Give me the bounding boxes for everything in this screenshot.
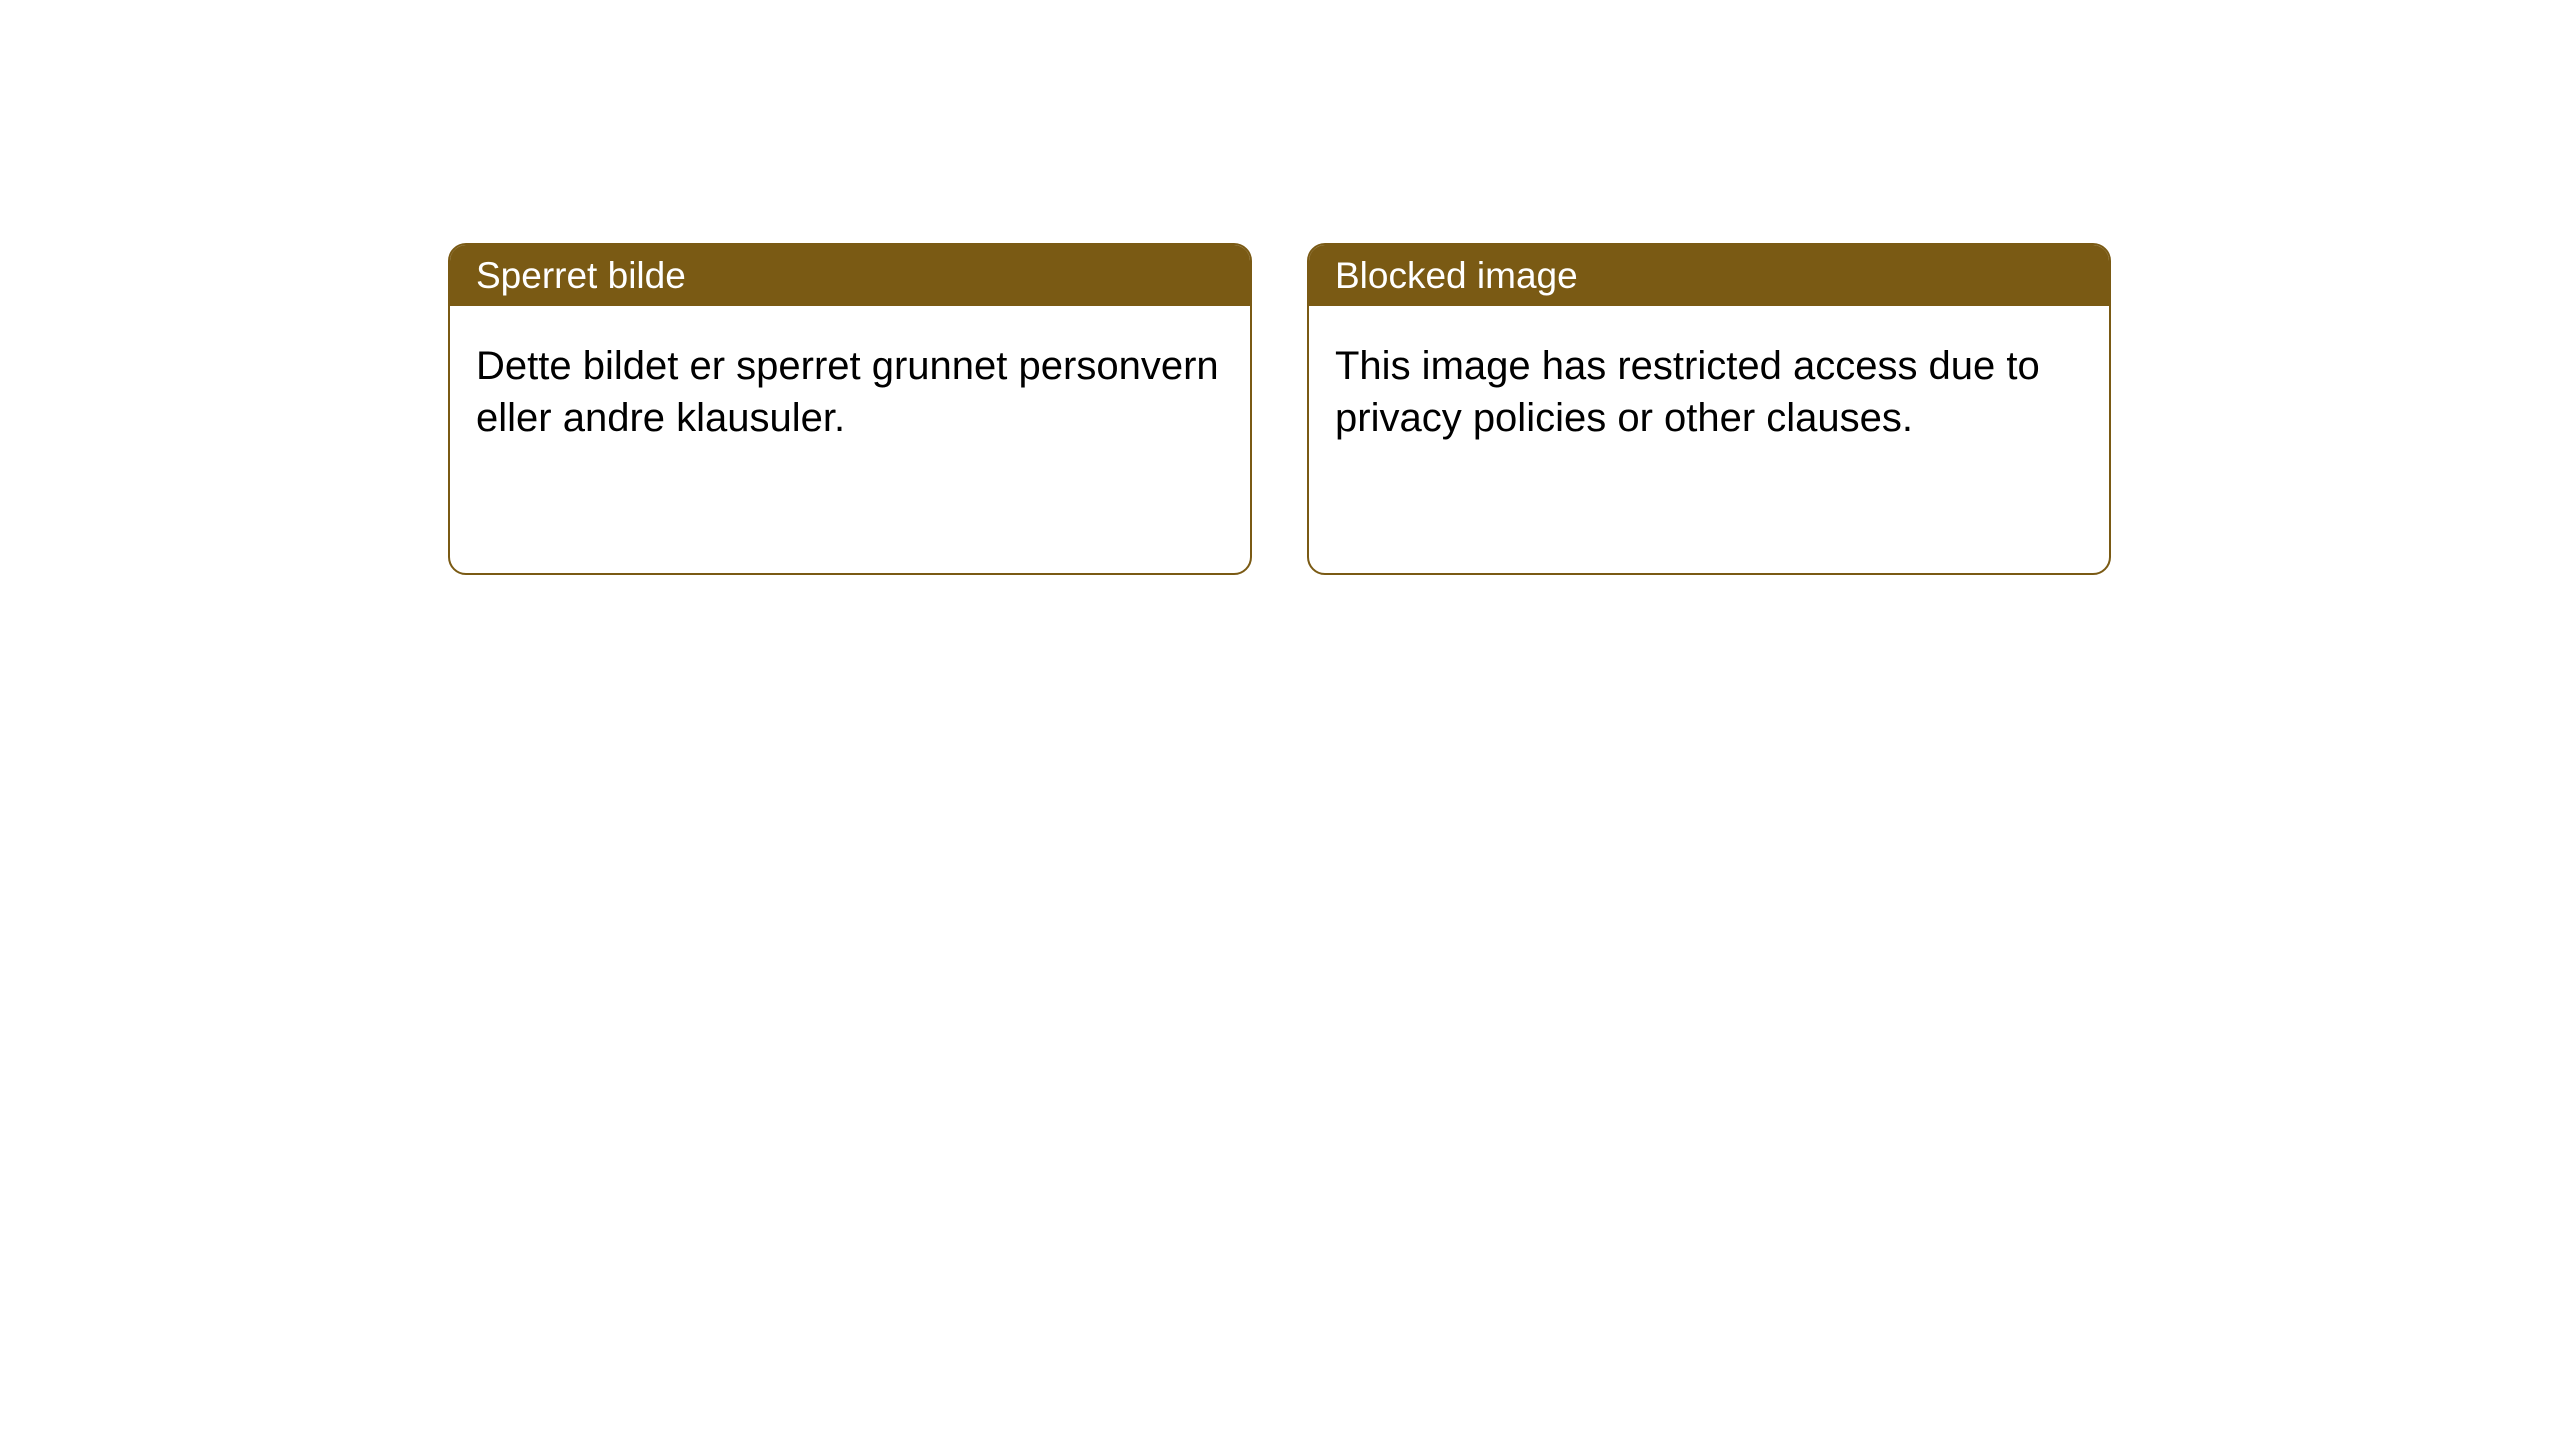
card-body: Dette bildet er sperret grunnet personve… — [450, 306, 1250, 478]
card-title: Blocked image — [1335, 255, 1578, 297]
card-title: Sperret bilde — [476, 255, 686, 297]
notice-card-english: Blocked image This image has restricted … — [1307, 243, 2111, 575]
notice-cards-container: Sperret bilde Dette bildet er sperret gr… — [448, 243, 2111, 575]
card-body: This image has restricted access due to … — [1309, 306, 2109, 478]
card-header: Blocked image — [1309, 245, 2109, 306]
card-body-text: This image has restricted access due to … — [1335, 344, 2040, 440]
card-header: Sperret bilde — [450, 245, 1250, 306]
notice-card-norwegian: Sperret bilde Dette bildet er sperret gr… — [448, 243, 1252, 575]
card-body-text: Dette bildet er sperret grunnet personve… — [476, 344, 1219, 440]
